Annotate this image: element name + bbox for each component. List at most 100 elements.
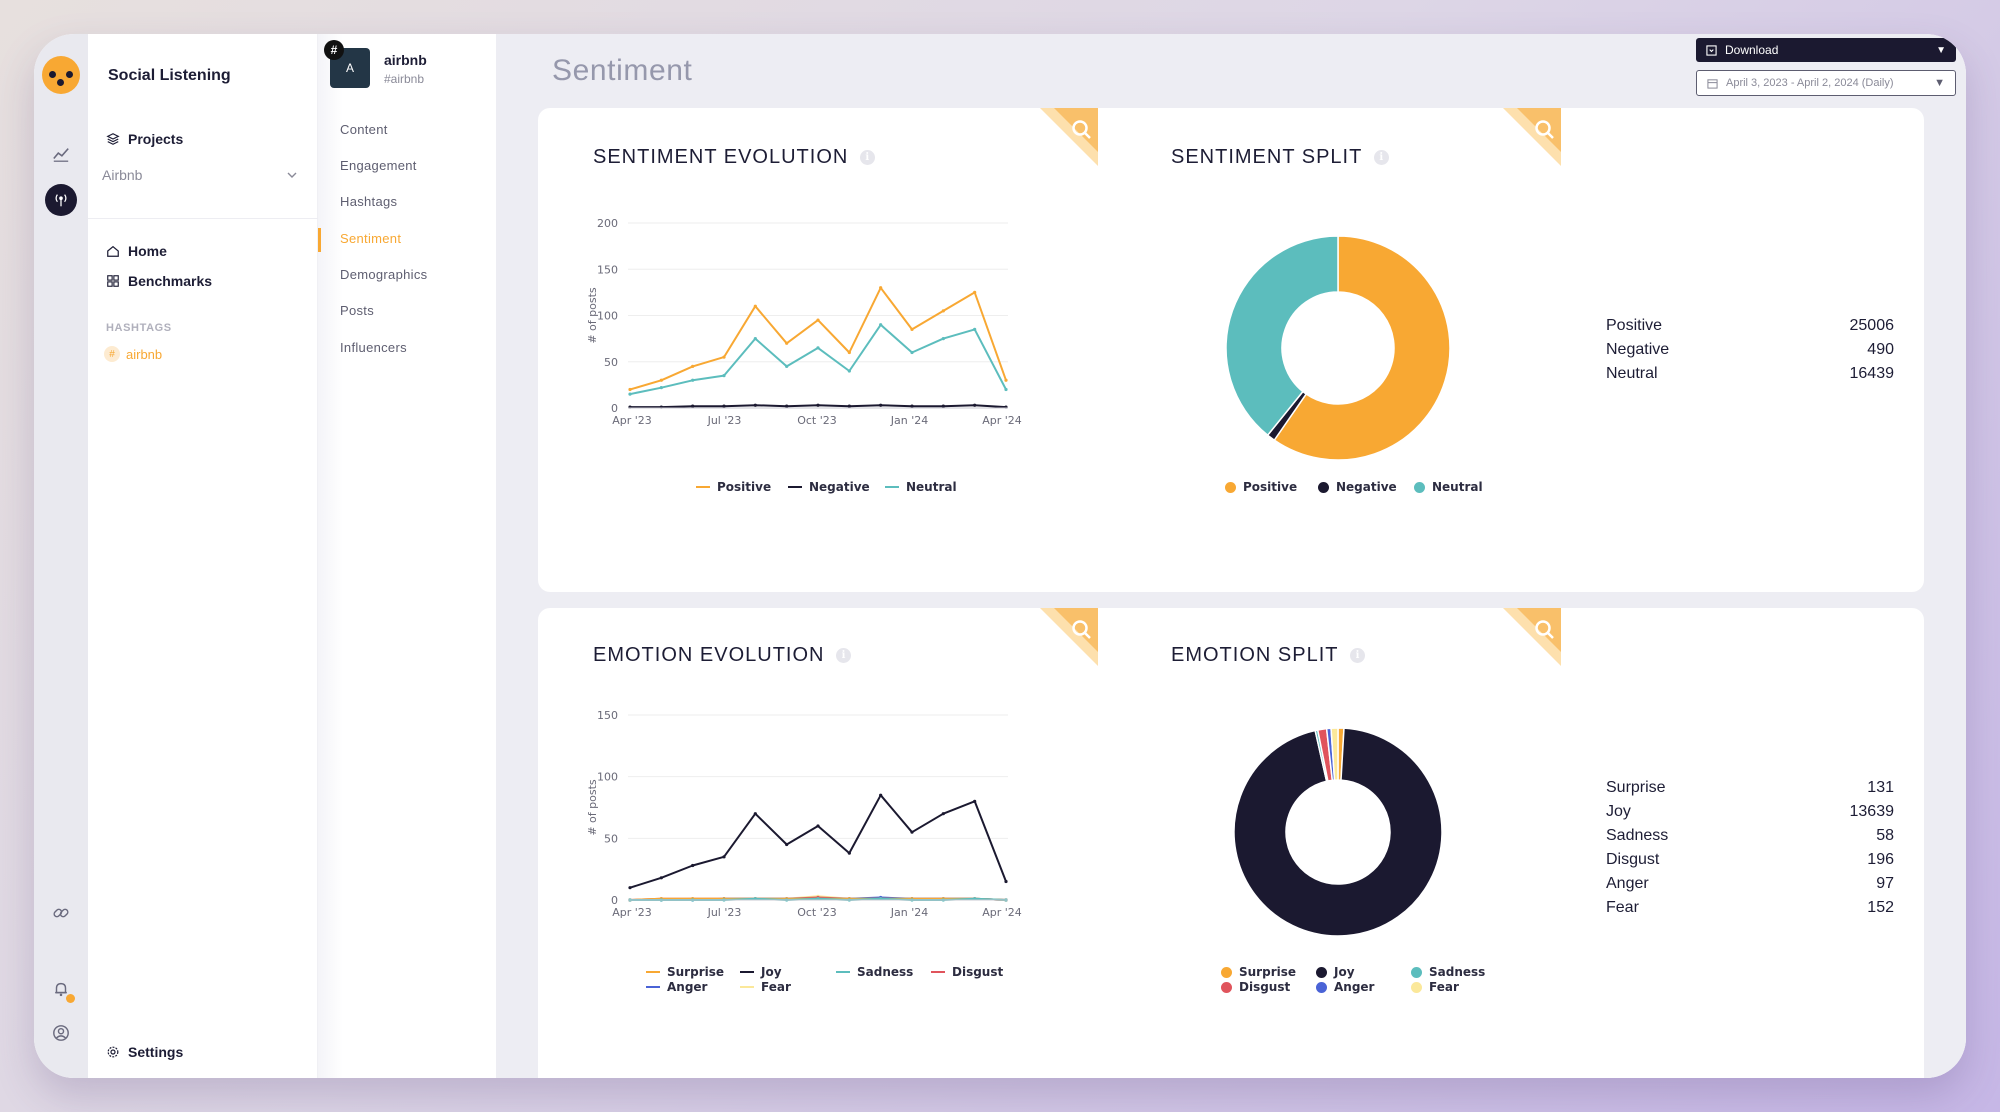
- emotion-split-donut[interactable]: [1228, 722, 1448, 942]
- user-circle-icon[interactable]: [45, 1017, 77, 1049]
- data-point-positive[interactable]: [816, 318, 820, 322]
- data-point-neutral[interactable]: [1004, 387, 1008, 392]
- data-point-positive[interactable]: [753, 304, 757, 308]
- data-point-negative[interactable]: [691, 404, 695, 408]
- info-icon[interactable]: i: [1374, 150, 1390, 165]
- data-point-joy[interactable]: [753, 812, 757, 816]
- data-point-neutral[interactable]: [941, 337, 945, 341]
- broadcast-icon[interactable]: [45, 184, 77, 216]
- download-button[interactable]: Download ▼: [1696, 38, 1956, 62]
- data-point-joy[interactable]: [910, 830, 914, 834]
- date-range-picker[interactable]: April 3, 2023 - April 2, 2024 (Daily) ▼: [1696, 70, 1956, 96]
- legend-disgust[interactable]: Disgust: [1221, 980, 1290, 994]
- data-point-neutral[interactable]: [879, 323, 883, 327]
- data-point-joy[interactable]: [973, 799, 977, 803]
- data-point-positive[interactable]: [973, 290, 977, 294]
- zoom-search-icon[interactable]: [1040, 108, 1098, 166]
- legend-neutral[interactable]: Neutral: [885, 480, 957, 494]
- data-point-positive[interactable]: [1004, 378, 1008, 382]
- data-point-neutral[interactable]: [691, 378, 695, 382]
- data-point-joy[interactable]: [879, 793, 883, 797]
- data-point-positive[interactable]: [847, 350, 851, 355]
- data-point-joy[interactable]: [628, 886, 632, 890]
- data-point-joy[interactable]: [722, 855, 726, 859]
- analytics-icon[interactable]: [45, 138, 77, 170]
- nav-demographics[interactable]: Demographics: [340, 267, 428, 282]
- benchmarks-link[interactable]: Benchmarks: [106, 273, 212, 289]
- slice-joy[interactable]: [1233, 727, 1443, 937]
- zoom-search-icon[interactable]: [1503, 108, 1561, 166]
- legend-anger[interactable]: Anger: [646, 980, 707, 994]
- data-point-neutral[interactable]: [722, 374, 726, 378]
- app-logo[interactable]: [42, 56, 80, 94]
- sentiment-evolution-chart[interactable]: 0 50 100 150 200 # of posts Apr '23 Jul '23 Oct …: [578, 208, 1028, 458]
- data-point-positive[interactable]: [691, 364, 695, 368]
- data-point-neutral[interactable]: [753, 337, 757, 341]
- emotion-evolution-chart[interactable]: 0 50 100 150 # of posts Apr '23 Jul '23 Oct '23…: [578, 700, 1028, 950]
- data-point-joy[interactable]: [847, 851, 851, 855]
- legend-fear[interactable]: Fear: [740, 980, 791, 994]
- legend-joy[interactable]: Joy: [1316, 965, 1355, 979]
- legend-neutral[interactable]: Neutral: [1414, 480, 1483, 494]
- settings-link[interactable]: Settings: [106, 1044, 183, 1060]
- data-point-negative[interactable]: [785, 404, 789, 408]
- data-point-positive[interactable]: [659, 378, 663, 382]
- projects-link[interactable]: Projects: [106, 131, 183, 147]
- legend-anger[interactable]: Anger: [1316, 980, 1374, 994]
- data-point-neutral[interactable]: [847, 369, 851, 373]
- data-point-positive[interactable]: [722, 355, 726, 359]
- info-icon[interactable]: i: [860, 150, 876, 165]
- data-point-positive[interactable]: [941, 309, 945, 313]
- data-point-joy[interactable]: [691, 863, 695, 868]
- nav-engagement[interactable]: Engagement: [340, 158, 417, 173]
- data-point-joy[interactable]: [659, 876, 663, 880]
- data-point-negative[interactable]: [941, 404, 945, 408]
- data-point-negative[interactable]: [847, 404, 851, 408]
- data-point-neutral[interactable]: [785, 364, 789, 368]
- slice-fear[interactable]: [1330, 727, 1339, 781]
- nav-hashtags[interactable]: Hashtags: [340, 194, 398, 209]
- data-point-neutral[interactable]: [973, 327, 977, 331]
- legend-negative[interactable]: Negative: [788, 480, 870, 494]
- legend-negative[interactable]: Negative: [1318, 480, 1397, 494]
- data-point-joy[interactable]: [816, 824, 820, 828]
- nav-posts[interactable]: Posts: [340, 303, 375, 318]
- bell-icon[interactable]: [45, 973, 77, 1005]
- data-point-negative[interactable]: [973, 403, 977, 407]
- legend-joy[interactable]: Joy: [740, 965, 782, 979]
- legend-surprise[interactable]: Surprise: [646, 965, 724, 979]
- data-point-neutral[interactable]: [628, 392, 632, 396]
- data-point-negative[interactable]: [753, 403, 757, 407]
- data-point-positive[interactable]: [785, 341, 789, 345]
- hashtag-item[interactable]: # airbnb: [104, 346, 162, 362]
- data-point-neutral[interactable]: [910, 350, 914, 355]
- series-line-neutral[interactable]: [629, 323, 1007, 396]
- data-point-neutral[interactable]: [659, 386, 663, 390]
- slice-positive[interactable]: [1273, 235, 1451, 461]
- series-line-positive[interactable]: [629, 286, 1007, 391]
- legend-positive[interactable]: Positive: [696, 480, 771, 494]
- legend-sadness[interactable]: Sadness: [1411, 965, 1485, 979]
- legend-disgust[interactable]: Disgust: [931, 965, 1003, 979]
- legend-surprise[interactable]: Surprise: [1221, 965, 1296, 979]
- sentiment-split-donut[interactable]: [1218, 228, 1458, 468]
- zoom-search-icon[interactable]: [1040, 608, 1098, 666]
- legend-sadness[interactable]: Sadness: [836, 965, 913, 979]
- data-point-positive[interactable]: [910, 327, 914, 331]
- data-point-joy[interactable]: [785, 842, 789, 847]
- project-select[interactable]: Airbnb: [102, 167, 298, 183]
- info-icon[interactable]: i: [1350, 648, 1366, 663]
- info-icon[interactable]: i: [836, 648, 852, 663]
- data-point-joy[interactable]: [941, 812, 945, 816]
- data-point-positive[interactable]: [628, 387, 632, 392]
- nav-influencers[interactable]: Influencers: [340, 340, 407, 355]
- data-point-negative[interactable]: [879, 403, 883, 407]
- nav-content[interactable]: Content: [340, 122, 388, 137]
- slice-neutral[interactable]: [1225, 235, 1339, 437]
- data-point-negative[interactable]: [816, 403, 820, 407]
- home-link[interactable]: Home: [106, 243, 167, 259]
- link-icon[interactable]: [45, 897, 77, 929]
- data-point-neutral[interactable]: [816, 346, 820, 350]
- zoom-search-icon[interactable]: [1503, 608, 1561, 666]
- nav-sentiment[interactable]: Sentiment: [340, 231, 402, 246]
